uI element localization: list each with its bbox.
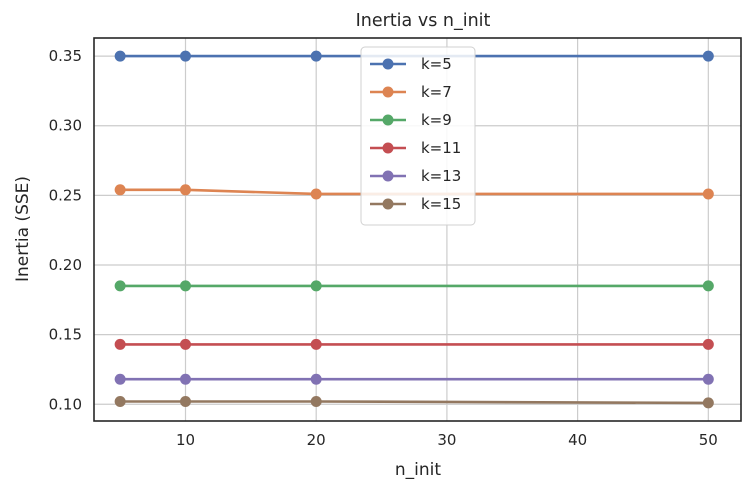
- legend-item: k=5: [370, 55, 452, 73]
- legend-marker: [382, 170, 394, 182]
- data-point: [114, 280, 126, 292]
- data-point: [310, 50, 322, 62]
- data-point: [114, 338, 126, 350]
- legend-label: k=13: [421, 167, 461, 185]
- legend-marker: [382, 142, 394, 154]
- series-k=7: [114, 184, 714, 200]
- legend-marker: [382, 114, 394, 126]
- data-point: [310, 338, 322, 350]
- x-tick-label: 10: [176, 431, 195, 449]
- data-point: [114, 184, 126, 196]
- legend-item: k=15: [370, 195, 461, 213]
- legend-label: k=9: [421, 111, 452, 129]
- series-line: [120, 400, 709, 405]
- data-point: [114, 50, 126, 62]
- legend-label: k=11: [421, 139, 461, 157]
- y-tick-label: 0.10: [49, 395, 82, 413]
- data-point: [179, 50, 191, 62]
- data-point: [179, 338, 191, 350]
- data-point: [702, 338, 714, 350]
- data-point: [114, 396, 126, 408]
- legend-item: k=7: [370, 83, 452, 101]
- legend-item: k=13: [370, 167, 461, 185]
- series-layer: [114, 50, 714, 409]
- legend-item: k=11: [370, 139, 461, 157]
- series-line: [120, 188, 709, 196]
- legend-label: k=5: [421, 55, 452, 73]
- data-point: [310, 188, 322, 200]
- legend-item: k=9: [370, 111, 452, 129]
- y-tick-label: 0.25: [49, 186, 82, 204]
- y-tick-label: 0.20: [49, 256, 82, 274]
- x-tick-label: 20: [307, 431, 326, 449]
- y-tick-label: 0.15: [49, 326, 82, 344]
- x-tick-label: 30: [437, 431, 456, 449]
- legend-marker: [382, 86, 394, 98]
- data-point: [310, 373, 322, 385]
- data-point: [310, 396, 322, 408]
- y-tick-label: 0.30: [49, 117, 82, 135]
- series-k=9: [114, 280, 714, 292]
- legend: k=5 k=7 k=9 k=11 k=13 k=15: [360, 46, 476, 226]
- y-axis-label: Inertia (SSE): [13, 176, 33, 282]
- x-axis-label: n_init: [395, 460, 441, 480]
- legend-label: k=7: [421, 83, 452, 101]
- data-point: [179, 184, 191, 196]
- chart-title: Inertia vs n_init: [356, 11, 491, 31]
- data-point: [702, 397, 714, 409]
- series-k=15: [114, 396, 714, 409]
- x-tick-labels: 10 20 30 40 50: [176, 431, 718, 449]
- plot-frame: [93, 37, 742, 422]
- legend-marker: [382, 198, 394, 210]
- data-point: [702, 50, 714, 62]
- data-point: [114, 373, 126, 385]
- series-k=13: [114, 373, 714, 385]
- data-point: [179, 396, 191, 408]
- data-point: [702, 188, 714, 200]
- y-tick-label: 0.35: [49, 47, 82, 65]
- data-point: [702, 280, 714, 292]
- data-point: [310, 280, 322, 292]
- y-tick-labels: 0.10 0.15 0.20 0.25 0.30 0.35: [49, 47, 82, 413]
- data-point: [179, 373, 191, 385]
- x-tick-label: 50: [699, 431, 718, 449]
- x-tick-label: 40: [568, 431, 587, 449]
- data-point: [702, 373, 714, 385]
- data-point: [179, 280, 191, 292]
- legend-marker: [382, 58, 394, 70]
- legend-label: k=15: [421, 195, 461, 213]
- series-k=5: [114, 50, 714, 62]
- series-k=11: [114, 338, 714, 350]
